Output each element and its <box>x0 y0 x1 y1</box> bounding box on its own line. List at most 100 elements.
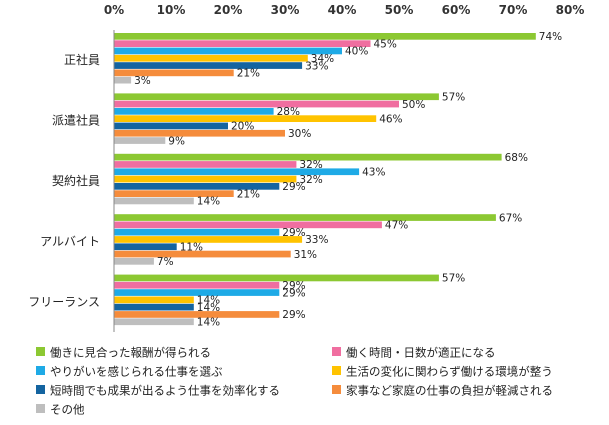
bar <box>114 274 439 282</box>
bar <box>114 161 297 168</box>
data-label: 33% <box>305 234 328 246</box>
bar <box>114 108 274 115</box>
legend-label: 働く時間・日数が適正になる <box>346 345 496 360</box>
bar <box>114 76 132 84</box>
data-label: 29% <box>282 280 305 292</box>
data-label: 68% <box>505 152 528 164</box>
bar <box>114 40 371 47</box>
data-label: 32% <box>299 174 322 186</box>
data-label: 47% <box>385 220 408 232</box>
data-label: 21% <box>237 68 260 80</box>
data-label: 57% <box>442 92 465 104</box>
bars <box>114 33 536 326</box>
category-label: フリーランス <box>28 295 100 309</box>
data-label: 29% <box>282 227 305 239</box>
bar <box>114 190 234 197</box>
data-label: 14% <box>197 317 220 329</box>
legend-item: 家事など家庭の仕事の負担が軽減される <box>332 382 553 398</box>
data-label: 29% <box>282 181 305 193</box>
data-labels: 74%45%40%34%33%21%3%57%50%28%46%20%30%9%… <box>134 31 562 328</box>
bar <box>114 115 377 122</box>
data-label: 31% <box>294 249 317 261</box>
legend-item: 生活の変化に関わらず働ける環境が整う <box>332 363 553 379</box>
bar <box>114 296 194 304</box>
bar <box>114 236 303 243</box>
legend-label: やりがいを感じられる仕事を選ぶ <box>50 364 223 379</box>
category-label: 契約社員 <box>52 173 100 188</box>
legend-item: 短時間でも成果が出るよう仕事を効率化する <box>36 382 280 398</box>
bar <box>114 137 166 144</box>
bar <box>114 281 280 289</box>
bar <box>114 122 228 130</box>
legend-item: やりがいを感じられる仕事を選ぶ <box>36 363 223 379</box>
bar <box>114 175 297 183</box>
bar <box>114 243 177 251</box>
legend-swatch <box>36 366 45 375</box>
legend-swatch <box>36 404 45 413</box>
x-tick-label: 10% <box>157 3 186 17</box>
bar <box>114 197 194 205</box>
data-label: 34% <box>311 53 334 65</box>
data-label: 43% <box>362 167 385 179</box>
legend-label: 生活の変化に関わらず働ける環境が整う <box>346 364 553 379</box>
data-label: 14% <box>197 196 220 208</box>
data-label: 28% <box>277 106 300 118</box>
bar <box>114 214 496 221</box>
bar <box>114 69 234 77</box>
x-tick-label: 40% <box>328 3 357 17</box>
bar <box>114 54 308 62</box>
data-label: 74% <box>539 31 562 43</box>
category-label: アルバイト <box>40 234 100 248</box>
bar <box>114 33 536 40</box>
category-label: 派遣社員 <box>52 113 100 128</box>
legend-swatch <box>332 385 341 394</box>
data-label: 50% <box>402 99 425 111</box>
x-tick-label: 30% <box>271 3 300 17</box>
data-label: 14% <box>197 302 220 314</box>
legend-item: 働きに見合った報酬が得られる <box>36 344 211 360</box>
x-tick-label: 20% <box>214 3 243 17</box>
bar <box>114 311 280 318</box>
bar <box>114 258 154 265</box>
category-label: 正社員 <box>64 52 100 67</box>
legend-label: 働きに見合った報酬が得られる <box>50 345 211 360</box>
legend-item: 働く時間・日数が適正になる <box>332 344 496 360</box>
data-label: 33% <box>305 60 328 72</box>
bar <box>114 153 502 161</box>
bar <box>114 318 194 326</box>
data-label: 30% <box>288 128 311 140</box>
legend-label: 短時間でも成果が出るよう仕事を効率化する <box>50 383 280 398</box>
bar <box>114 303 194 311</box>
bar-chart: 0% 10% 20% 30% 40% 50% 60% 70% 80% 74%45%40%34%3… <box>28 3 585 332</box>
legend-label: その他 <box>50 402 85 417</box>
legend-label: 家事など家庭の仕事の負担が軽減される <box>346 383 553 398</box>
data-label: 67% <box>499 212 522 224</box>
data-label: 45% <box>374 38 397 50</box>
bar <box>114 221 382 229</box>
data-label: 32% <box>299 159 322 171</box>
data-label: 3% <box>134 75 151 87</box>
legend: 働きに見合った報酬が得られる 働く時間・日数が適正になるやりがいを感じられる仕事を… <box>36 344 596 420</box>
bar <box>114 47 342 55</box>
bar <box>114 289 280 296</box>
data-label: 21% <box>237 188 260 200</box>
bar <box>114 62 303 69</box>
bar <box>114 250 291 258</box>
data-label: 40% <box>345 46 368 58</box>
bar <box>114 100 399 108</box>
bar <box>114 168 360 176</box>
data-label: 29% <box>282 287 305 299</box>
bar <box>114 93 439 101</box>
data-label: 14% <box>197 295 220 307</box>
legend-swatch <box>36 347 45 356</box>
x-tick-label: 50% <box>385 3 414 17</box>
x-tick-label: 60% <box>442 3 471 17</box>
data-label: 46% <box>379 113 402 125</box>
data-label: 20% <box>231 121 254 133</box>
legend-swatch <box>332 347 341 356</box>
legend-swatch <box>332 366 341 375</box>
legend-swatch <box>36 385 45 394</box>
data-label: 9% <box>168 135 185 147</box>
x-axis-ticks: 0% 10% 20% 30% 40% 50% 60% 70% 80% <box>104 3 585 17</box>
